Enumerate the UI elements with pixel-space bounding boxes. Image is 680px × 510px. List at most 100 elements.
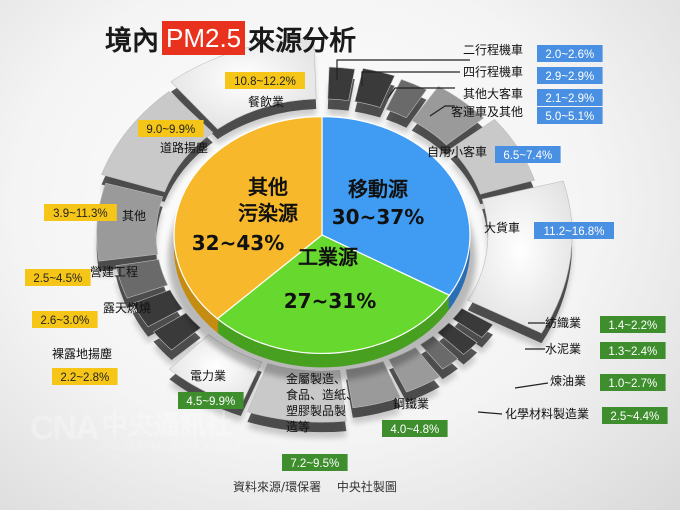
subsource-segment (115, 259, 169, 299)
outer-ring (96, 37, 573, 439)
subsource-name: 四行程機車 (463, 64, 523, 79)
subsource-badge (32, 311, 98, 328)
slice-label-mobile-range: 30~37% (332, 205, 424, 229)
subsource-range: 1.0~2.7% (608, 378, 657, 390)
subsource-range: 1.3~2.4% (608, 346, 657, 358)
subsource-segment (132, 289, 183, 328)
subsource-badge (600, 374, 666, 391)
subsource-range: 4.5~9.9% (186, 396, 235, 408)
leader-line (429, 105, 455, 117)
main-pie (168, 115, 476, 382)
slice-mobile (321, 115, 471, 297)
subsource-badge (138, 120, 204, 137)
slice-other (173, 115, 323, 320)
subsource-range: 2.5~4.4% (610, 411, 659, 423)
leader-line (387, 87, 455, 99)
subsource-name: 紡織業 (545, 315, 581, 330)
subsource-range: 2.5~4.5% (33, 273, 82, 285)
watermark-name-cn: 中央通訊社 (101, 411, 232, 441)
subsource-name-line: 塑膠製品製 (286, 403, 346, 418)
footer: 資料來源/環保署 中央社製圖 (0, 478, 630, 495)
subsource-range: 7.2~9.5% (290, 458, 339, 470)
subsource-name-line: 食品、造紙、 (286, 387, 358, 402)
slice-label-other-name-1: 其他 (248, 175, 288, 199)
subsource-range: 2.6~3.0% (40, 315, 89, 327)
subsource-range: 10.8~12.2% (234, 76, 296, 88)
subsource-range: 9.0~9.9% (146, 124, 195, 136)
subsource-name: 大貨車 (484, 220, 520, 235)
subsource-name: 其他大客車 (463, 86, 523, 101)
subsource-badge (534, 222, 614, 239)
slice-label-industry-name: 工業源 (298, 245, 358, 269)
subsource-badge (44, 204, 117, 221)
title-highlight: PM2.5 (162, 21, 246, 55)
subsource-name: 營建工程 (90, 264, 138, 279)
subsource-range: 11.2~16.8% (544, 226, 605, 238)
cna-watermark: CNA 中央通訊社 THE CENTRAL NEWS AGENCY (30, 405, 242, 452)
subsource-range: 6.5~7.4% (503, 150, 552, 162)
subsource-badge (602, 407, 668, 424)
subsource-segment (96, 182, 164, 262)
slice-label-mobile-name: 移動源 (348, 177, 408, 201)
subsource-badge (600, 316, 666, 333)
subsource-range: 4.0~4.8% (390, 424, 439, 436)
subsource-badge (537, 89, 603, 106)
subsource-range: 1.4~2.2% (608, 320, 657, 332)
subsource-badge (25, 269, 91, 286)
subsource-name: 二行程機車 (463, 42, 523, 57)
slice-label-other-name-2: 污染源 (238, 201, 298, 225)
subsource-badge (600, 342, 666, 359)
subsource-badge (537, 107, 603, 124)
subsource-segment (354, 68, 395, 108)
subsource-name: 化學材料製造業 (505, 407, 589, 421)
subsource-range: 2.1~2.9% (545, 93, 594, 105)
subsource-badge (495, 146, 561, 163)
subsource-name: 煉油業 (550, 374, 586, 388)
subsource-segment (450, 119, 535, 195)
leader-line (514, 382, 549, 389)
subsource-badge (537, 45, 603, 62)
subsource-name-line: 造等 (286, 420, 310, 434)
subsource-name: 露天燃燒 (103, 300, 151, 315)
subsource-name: 電力業 (190, 369, 226, 383)
subsource-badge (282, 454, 348, 471)
subsource-badge (178, 392, 244, 409)
subsource-name: 自用小客車 (427, 144, 487, 159)
subsource-name-line: 金屬製造、 (286, 371, 346, 386)
watermark-name-en: THE CENTRAL NEWS AGENCY (101, 442, 242, 451)
leader-line (336, 59, 470, 80)
subsource-segment (327, 66, 356, 101)
subsource-badge (382, 420, 448, 437)
footer-source: 資料來源/環保署 (233, 480, 322, 494)
subsource-badge (52, 368, 118, 385)
subsource-range: 2.9~2.9% (545, 71, 594, 83)
subsource-name: 裸露地揚塵 (52, 346, 112, 361)
subsource-name: 其他 (122, 209, 146, 223)
subsource-badge (537, 67, 603, 84)
subsource-segment (101, 91, 214, 193)
slice-industry (216, 234, 451, 354)
leader-line (477, 411, 503, 415)
slice-label-other-range: 32~43% (192, 231, 284, 255)
leader-line (361, 71, 460, 86)
footer-credit: 中央社製圖 (336, 480, 397, 494)
subsource-segment (385, 79, 427, 119)
subsource-segment (411, 85, 484, 146)
subsource-segment (467, 180, 573, 334)
subsource-name: 客運車及其他 (451, 104, 523, 119)
subsource-range: 3.9~11.3% (53, 208, 107, 220)
subsource-name: 鋼鐵業 (393, 396, 429, 411)
chart-title: 境內 PM2.5 來源分析 (105, 18, 356, 58)
subsource-range: 5.0~5.1% (545, 111, 594, 123)
subsource-range: 2.2~2.8% (60, 372, 109, 384)
subsource-name: 餐飲業 (248, 94, 284, 109)
title-prefix: 境內 (105, 25, 159, 57)
subsource-name: 水泥業 (545, 342, 581, 356)
subsource-range: 2.0~2.6% (545, 49, 594, 61)
subsource-badge (225, 72, 305, 89)
watermark-logo: CNA (30, 408, 100, 447)
title-suffix: 來源分析 (248, 25, 357, 57)
subsource-name: 道路揚塵 (160, 140, 208, 155)
slice-label-industry-range: 27~31% (284, 289, 376, 313)
